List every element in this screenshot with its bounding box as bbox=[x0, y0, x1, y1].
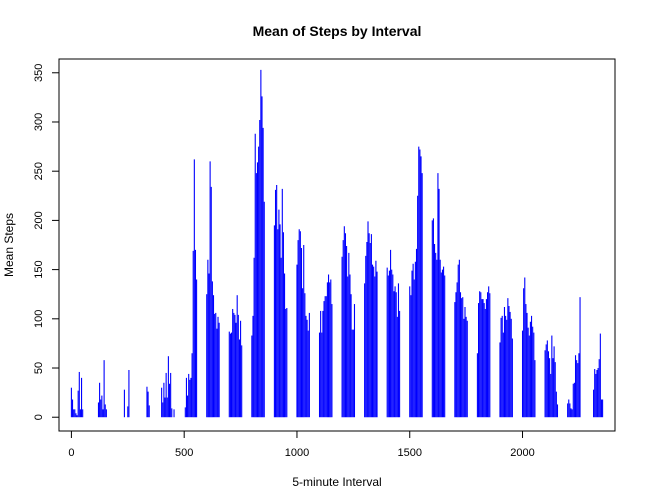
y-tick-label: 300 bbox=[33, 113, 45, 131]
x-tick-label: 500 bbox=[175, 447, 193, 459]
bars-layer bbox=[70, 69, 604, 418]
y-tick-label: 150 bbox=[33, 260, 45, 278]
y-tick-label: 250 bbox=[33, 162, 45, 180]
y-axis-label: Mean Steps bbox=[2, 213, 16, 277]
x-tick-label: 1500 bbox=[398, 447, 422, 459]
y-tick-label: 350 bbox=[33, 64, 45, 82]
y-tick-label: 200 bbox=[33, 211, 45, 229]
chart-title: Mean of Steps by Interval bbox=[253, 23, 422, 39]
y-tick-label: 0 bbox=[33, 414, 45, 420]
x-tick-label: 1000 bbox=[285, 447, 309, 459]
y-tick-label: 50 bbox=[33, 362, 45, 374]
x-axis: 0 500 1000 1500 2000 bbox=[68, 430, 535, 459]
y-tick-label: 100 bbox=[33, 310, 45, 328]
y-axis: 0 50 100 150 200 250 300 350 bbox=[33, 64, 60, 420]
x-tick-label: 0 bbox=[68, 447, 74, 459]
x-tick-label: 2000 bbox=[510, 447, 534, 459]
x-axis-label: 5-minute Interval bbox=[292, 475, 381, 489]
